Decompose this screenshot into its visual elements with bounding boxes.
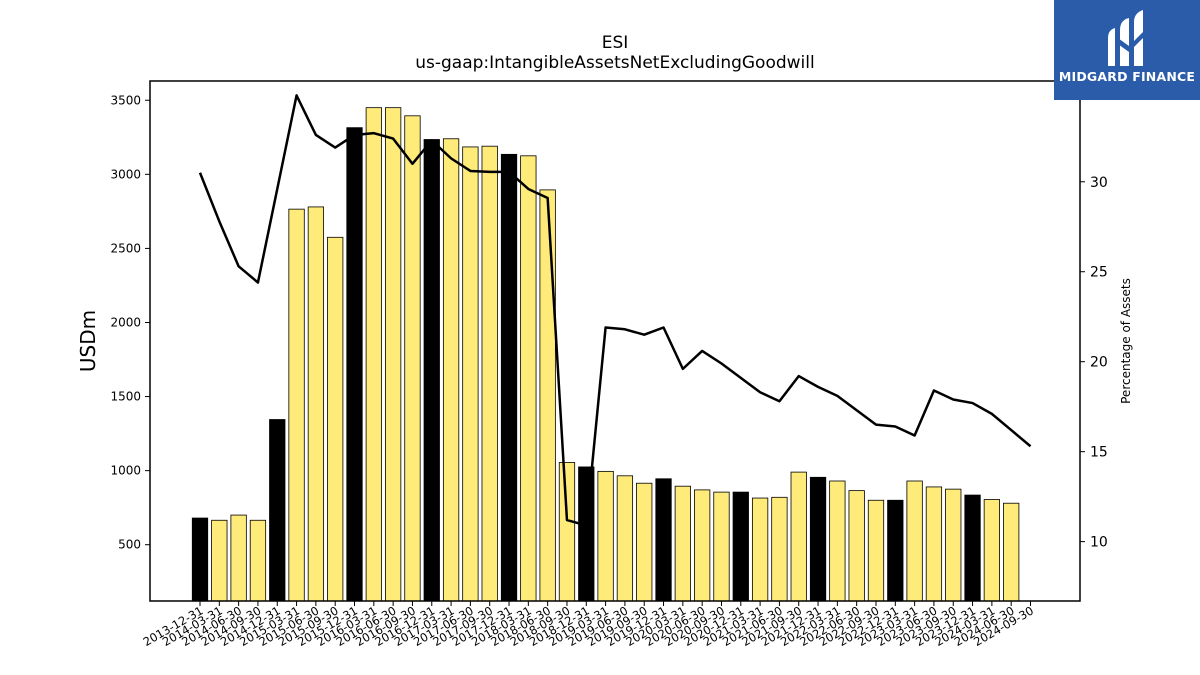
y-tick-label: 500 — [118, 538, 141, 552]
chart-title: ESI — [602, 33, 629, 53]
y-tick-label: 3000 — [110, 167, 141, 181]
bar-2020-06-30 — [694, 489, 711, 602]
right-y-axis-ticks: 10 15 20 25 30 — [1080, 175, 1108, 551]
chart-subtitle: us-gaap:IntangibleAssetsNetExcludingGood… — [415, 53, 814, 73]
bar-2023-06-30 — [925, 486, 943, 602]
y2-tick-label: 20 — [1090, 355, 1108, 371]
bar-2014-06-30 — [230, 514, 247, 602]
bar-2020-03-31 — [674, 485, 691, 602]
bar-2022-09-30 — [867, 499, 885, 602]
y2-axis-label: Percentage of Assets — [1119, 278, 1133, 404]
y-tick-label: 3500 — [110, 93, 141, 107]
bar-2018-09-30 — [558, 462, 576, 602]
midgard-logo-icon — [1108, 10, 1143, 66]
y-axis-label: USDm — [76, 310, 100, 372]
bar-2013-12-31 — [191, 517, 209, 602]
logo-text: MIDGARD FINANCE — [1058, 69, 1196, 84]
bar-2024-03-31 — [983, 499, 1001, 602]
bar-2019-12-31 — [655, 478, 672, 602]
bar-2019-06-30 — [616, 475, 634, 602]
bar-2020-12-31 — [732, 491, 749, 602]
y2-tick-label: 25 — [1090, 265, 1108, 281]
bar-2016-03-31 — [365, 107, 382, 602]
bar-2018-12-31 — [578, 466, 595, 602]
bar-2018-03-31 — [520, 155, 537, 602]
bar-2022-03-31 — [829, 480, 846, 602]
bar-2015-09-30 — [327, 236, 344, 602]
bar-group — [191, 107, 1020, 602]
bar-2017-03-31 — [442, 138, 460, 602]
bar-2022-12-31 — [887, 499, 904, 602]
bar-2021-03-31 — [751, 497, 769, 602]
bar-2016-06-30 — [385, 107, 402, 602]
y2-tick-label: 10 — [1090, 535, 1108, 551]
left-y-axis-ticks: 500 1000 1500 2000 2500 3000 3500 — [110, 93, 150, 552]
bar-2015-12-31 — [346, 127, 363, 602]
y-tick-label: 2500 — [110, 241, 141, 255]
x-axis-ticks: 2013-12-312014-03-312014-06-302014-09-30… — [141, 601, 1036, 649]
bar-2019-03-31 — [597, 470, 614, 602]
bar-2018-06-30 — [539, 189, 556, 602]
bar-2021-12-31 — [809, 476, 827, 602]
percentage-of-assets-line — [198, 94, 1032, 527]
bar-2023-09-30 — [945, 488, 962, 602]
bar-2024-06-30 — [1003, 502, 1020, 602]
y-tick-label: 1500 — [110, 390, 141, 404]
bar-2019-09-30 — [636, 482, 653, 602]
bar-2021-06-30 — [771, 496, 788, 602]
bar-2017-06-30 — [462, 146, 479, 602]
bar-2017-12-31 — [500, 153, 518, 602]
y-tick-label: 1000 — [110, 464, 141, 478]
bar-2014-12-31 — [269, 419, 286, 602]
bar-2014-09-30 — [249, 519, 267, 602]
bar-2015-03-31 — [288, 208, 305, 602]
y2-tick-label: 15 — [1090, 445, 1108, 461]
midgard-finance-logo: MIDGARD FINANCE — [1054, 0, 1200, 100]
y-tick-label: 2000 — [110, 315, 141, 329]
y2-tick-label: 30 — [1090, 175, 1108, 191]
bar-2021-09-30 — [790, 471, 807, 602]
bar-2014-03-31 — [211, 519, 228, 602]
bar-2020-09-30 — [713, 491, 730, 602]
bar-2016-09-30 — [404, 115, 421, 602]
plot-frame — [149, 80, 1081, 602]
bar-2023-12-31 — [964, 494, 981, 602]
bar-2015-06-30 — [307, 206, 325, 602]
bar-2016-12-31 — [423, 139, 440, 602]
bar-2023-03-31 — [906, 480, 923, 602]
bar-2017-09-30 — [481, 145, 498, 602]
bar-2022-06-30 — [848, 490, 865, 602]
